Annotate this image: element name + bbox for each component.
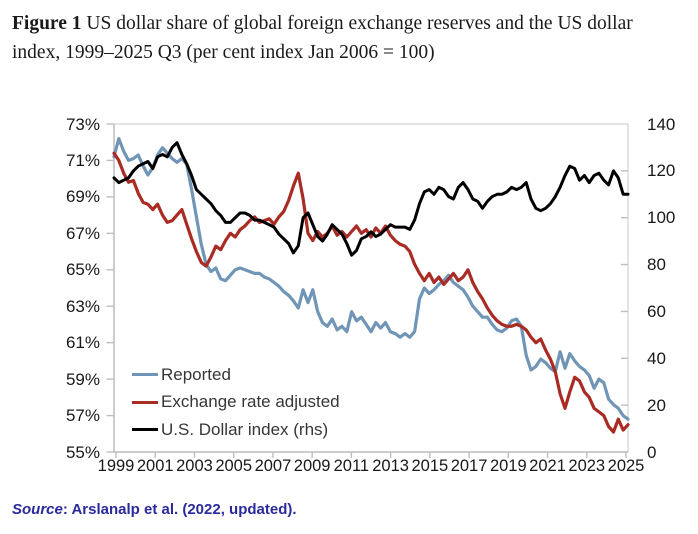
y-axis-label-right: 60 xyxy=(647,301,666,321)
x-axis-label: 1999 xyxy=(97,457,135,475)
series-layer xyxy=(112,137,630,434)
x-axis-label: 2025 xyxy=(607,457,645,475)
y-axis-label-right: 80 xyxy=(647,255,666,275)
y-axis-label-left: 63% xyxy=(65,296,100,316)
source-text: : Arslanalp et al. (2022, updated). xyxy=(62,501,297,518)
y-axis-label-left: 67% xyxy=(65,223,100,243)
figure-title: Figure 1 US dollar share of global forei… xyxy=(12,9,692,67)
x-axis-label: 2015 xyxy=(411,457,449,475)
legend: Reported Exchange rate adjusted U.S. Dol… xyxy=(132,361,340,444)
source-label: Source xyxy=(12,501,63,518)
x-axis-label: 2007 xyxy=(254,457,292,475)
x-axis-label: 2003 xyxy=(176,457,213,475)
y-axis-label-left: 71% xyxy=(65,150,100,170)
x-axis-label: 2017 xyxy=(450,457,488,475)
source-note: Source: Arslanalp et al. (2022, updated)… xyxy=(12,501,297,518)
legend-item-usd-index: U.S. Dollar index (rhs) xyxy=(132,416,340,444)
series-line-usd-index xyxy=(112,141,630,257)
y-axis-label-left: 65% xyxy=(65,260,100,280)
x-axis-label: 2001 xyxy=(136,457,174,475)
legend-swatch-usd-index xyxy=(132,428,158,432)
x-axis-label: 2009 xyxy=(293,457,331,475)
x-axis-label: 2021 xyxy=(529,457,566,475)
y-axis-label-right: 40 xyxy=(647,348,666,368)
x-axis-label: 2019 xyxy=(489,457,527,475)
figure-number: Figure 1 xyxy=(12,13,82,34)
x-axis-label: 2013 xyxy=(372,457,409,475)
figure-title-line2: index, 1999–2025 Q3 (per cent index Jan … xyxy=(12,42,435,63)
x-axis-label: 2023 xyxy=(568,457,606,475)
series-line-reported xyxy=(112,137,630,421)
x-axis-label: 2011 xyxy=(333,457,370,475)
y-axis-label-left: 55% xyxy=(65,442,100,462)
y-axis-label-left: 61% xyxy=(65,333,100,353)
y-axis-label-left: 57% xyxy=(65,406,100,426)
legend-label-usd-index: U.S. Dollar index (rhs) xyxy=(161,419,329,439)
legend-swatch-reported xyxy=(132,373,158,377)
legend-label-exchange-rate-adjusted: Exchange rate adjusted xyxy=(161,392,340,412)
legend-item-reported: Reported xyxy=(132,361,340,389)
legend-swatch-exchange-rate-adjusted xyxy=(132,400,158,404)
y-axis-label-right: 140 xyxy=(647,114,676,134)
series-line-exchange-rate-adjusted xyxy=(112,151,630,434)
y-axis-label-right: 120 xyxy=(647,161,676,181)
x-axis-label: 2005 xyxy=(215,457,253,475)
y-axis-label-right: 100 xyxy=(647,208,676,228)
figure-title-text: US dollar share of global foreign exchan… xyxy=(81,13,633,34)
legend-label-reported: Reported xyxy=(161,364,231,384)
y-axis-label-right: 0 xyxy=(647,442,657,462)
y-axis-label-left: 69% xyxy=(65,187,100,207)
y-axis-label-left: 59% xyxy=(65,369,100,389)
y-axis-label-right: 20 xyxy=(647,395,666,415)
figure-title-line1: Figure 1 US dollar share of global forei… xyxy=(12,9,692,38)
legend-item-exchange-rate-adjusted: Exchange rate adjusted xyxy=(132,389,340,417)
y-axis-label-left: 73% xyxy=(65,114,100,134)
